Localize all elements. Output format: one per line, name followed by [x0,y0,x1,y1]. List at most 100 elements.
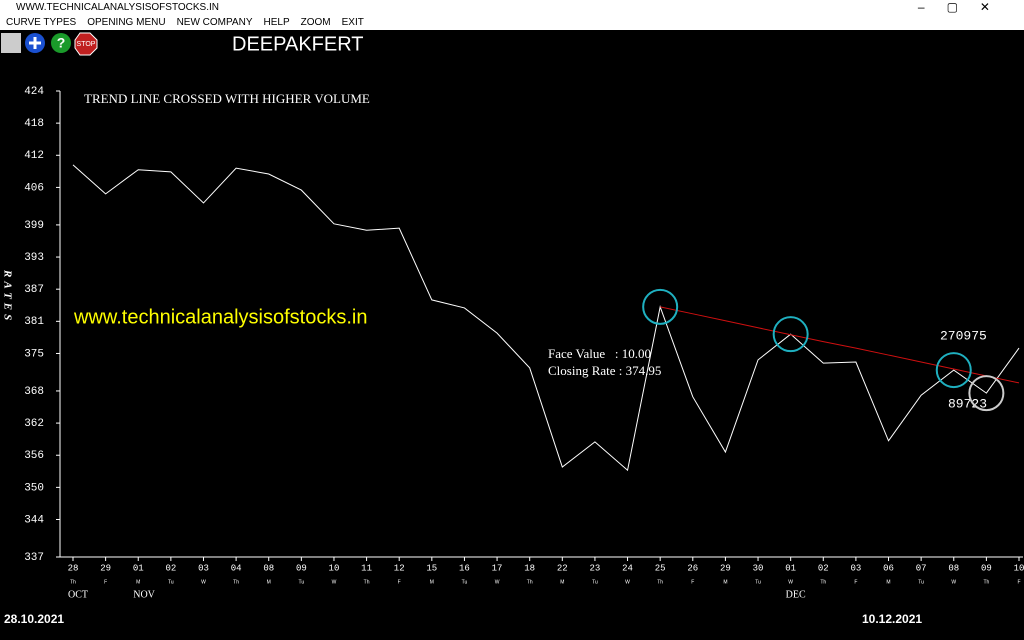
x-tick-label: 30 [753,563,764,573]
help-icon[interactable] [51,33,71,53]
weekday-label: M [886,579,890,585]
x-tick-label: 16 [459,563,470,573]
x-tick-label: 22 [557,563,568,573]
weekday-label: M [267,579,271,585]
menu-item[interactable]: CURVE TYPES [6,17,77,28]
weekday-label: M [560,579,564,585]
closing-rate: Closing Rate : 374.95 [548,363,661,378]
y-tick-label: 356 [24,450,44,462]
x-tick-label: 29 [720,563,731,573]
x-tick-label: 03 [198,563,209,573]
signal-circle [968,375,1005,412]
weekday-label: F [854,579,857,585]
window-title: WWW.TECHNICALANALYSISOFSTOCKS.IN [16,2,219,13]
y-tick-label: 375 [24,348,44,360]
weekday-label: F [1017,579,1020,585]
weekday-label: M [723,579,727,585]
start-date: 28.10.2021 [4,612,64,626]
weekday-label: W [788,579,793,585]
x-tick-label: 08 [263,563,274,573]
x-tick-label: 09 [296,563,307,573]
weekday-label: F [398,579,401,585]
x-tick-label: 08 [948,563,959,573]
weekday-label: Th [527,579,533,585]
x-tick-label: 28 [68,563,79,573]
x-tick-label: 18 [524,563,535,573]
window-chrome: WWW.TECHNICALANALYSISOFSTOCKS.IN –▢✕ CUR… [0,0,1024,30]
weekday-label: M [136,579,140,585]
x-tick-label: 26 [687,563,698,573]
y-tick-label: 368 [24,386,44,398]
weekday-label: W [951,579,956,585]
y-tick-label: 424 [24,86,44,98]
x-tick-label: 06 [883,563,894,573]
weekday-label: W [495,579,500,585]
weekday-label: Th [364,579,370,585]
weekday-label: Tu [462,579,468,585]
price-line [72,164,1020,472]
menu-item[interactable]: HELP [263,17,290,28]
x-tick-label: 07 [916,563,927,573]
window-controls[interactable]: –▢✕ [917,0,1012,14]
menu-item[interactable]: OPENING MENU [87,17,166,28]
weekday-label: W [625,579,630,585]
weekday-label: M [430,579,434,585]
y-tick-label: 412 [24,150,44,162]
x-tick-label: 03 [850,563,861,573]
chart-subtitle: TREND LINE CROSSED WITH HIGHER VOLUME [84,91,370,106]
y-tick-label: 381 [24,316,44,328]
y-tick-label: 362 [24,418,44,430]
signal-circle [772,316,809,353]
y-tick-label: 393 [24,252,44,264]
book-icon[interactable] [1,33,21,53]
month-label: DEC [786,589,806,600]
x-tick-label: 09 [981,563,992,573]
watermark: www.technicalanalysisofstocks.in [73,306,367,328]
weekday-label: W [332,579,337,585]
weekday-label: Th [820,579,826,585]
x-tick-label: 11 [361,563,372,573]
face-value: Face Value : 10.00 [548,346,651,361]
weekday-label: Th [983,579,989,585]
chart: ? STOP DEEPAKFERT TREND LINE CROSSED WIT… [1,32,1024,626]
x-tick-label: 15 [426,563,437,573]
month-label: NOV [133,589,155,600]
signal-circle [642,288,679,325]
weekday-label: Th [657,579,663,585]
x-tick-label: 12 [394,563,405,573]
end-date: 10.12.2021 [862,612,922,626]
x-tick-label: 10 [329,563,340,573]
x-tick-label: 29 [100,563,111,573]
y-tick-label: 406 [24,182,44,194]
menu-item[interactable]: EXIT [341,17,364,28]
weekday-label: Tu [755,579,761,585]
menu-item[interactable]: ZOOM [300,17,331,28]
month-label: OCT [68,589,88,600]
signal-circle [935,352,972,389]
weekday-label: Tu [918,579,924,585]
help-glyph: ? [57,35,66,51]
x-tick-label: 25 [655,563,666,573]
menu-bar: CURVE TYPES OPENING MENU NEW COMPANY HELP ZO… [6,17,375,28]
x-tick-label: 23 [590,563,601,573]
volume-label: 270975 [940,328,987,343]
x-tick-label: 04 [231,563,242,573]
stop-label: STOP [77,41,96,48]
x-tick-label: 01 [785,563,796,573]
weekday-label: W [201,579,206,585]
x-tick-label: 02 [818,563,829,573]
chart-title: DEEPAKFERT [232,33,364,55]
y-tick-label: 399 [24,220,44,232]
add-glyph [29,37,41,49]
x-tick-label: 02 [165,563,176,573]
x-tick-label: 24 [622,563,633,573]
x-tick-label: 01 [133,563,144,573]
stop-icon[interactable] [74,32,98,56]
x-tick-label: 17 [492,563,503,573]
weekday-label: Th [233,579,239,585]
y-tick-label: 350 [24,482,44,494]
menu-item[interactable]: NEW COMPANY [176,17,253,28]
weekday-label: Th [70,579,76,585]
trend-line [660,306,1020,384]
y-tick-label: 387 [24,284,44,296]
